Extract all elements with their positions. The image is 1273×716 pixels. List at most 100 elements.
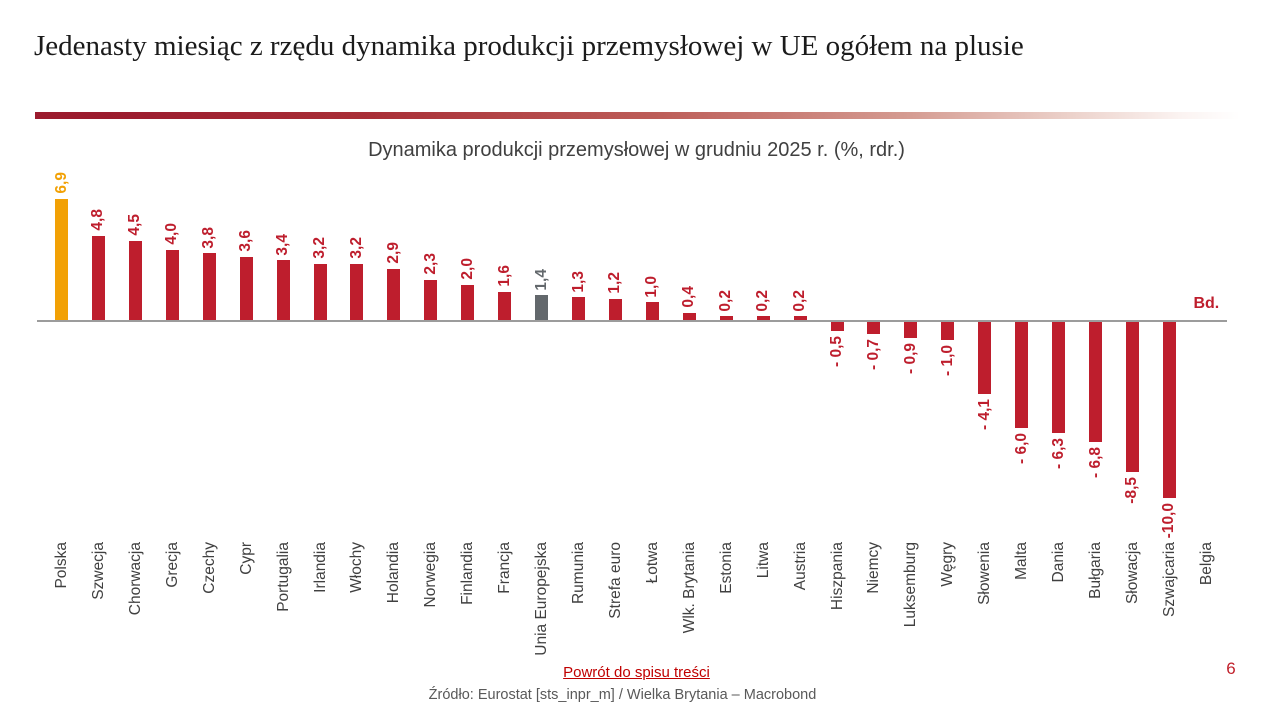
bar-cypr [239,256,253,320]
bar-polska [55,198,68,320]
bar-węgry [941,322,955,340]
value-label-bułgaria: - 6,8 [1086,446,1104,478]
category-label-chorwacja: Chorwacja [126,542,144,616]
bar-estonia [719,316,733,320]
category-label-estonia: Estonia [717,542,735,594]
category-label-norwegia: Norwegia [422,542,440,608]
value-label-unia-europejska: 1,4 [532,268,550,291]
bar-norwegia [424,279,438,320]
category-label-francja: Francja [496,542,514,594]
bar-malta [1015,322,1029,428]
category-label-niemcy: Niemcy [865,542,883,594]
category-label-włochy: Włochy [348,542,366,593]
category-label-holandia: Holandia [385,542,403,604]
value-label-słowenia: - 4,1 [975,399,993,431]
value-label-finlandia: 2,0 [458,258,476,280]
category-label-słowacja: Słowacja [1123,542,1141,605]
value-label-estonia: 0,2 [717,289,735,312]
value-label-chorwacja: 4,5 [126,214,144,236]
value-label-szwajcaria: -10,0 [1160,503,1178,539]
bar-austria [793,316,807,320]
bar-unia-europejska [535,295,549,320]
value-label-łotwa: 1,0 [643,275,661,298]
value-label-portugalia: 3,4 [274,233,292,256]
value-label-rumunia: 1,3 [569,270,587,293]
value-label-holandia: 2,9 [384,242,402,264]
category-label-hiszpania: Hiszpania [828,542,846,611]
category-label-luksemburg: Luksemburg [902,542,920,628]
category-label-grecja: Grecja [163,542,181,588]
category-label-irlandia: Irlandia [311,542,329,593]
value-label-cypr: 3,6 [237,230,255,252]
x-axis-line [37,320,1227,322]
source-note: Źródło: Eurostat [sts_inpr_m] / Wielka B… [428,687,817,703]
category-label-austria: Austria [791,542,809,591]
category-label-wlk-brytania: Wlk. Brytania [680,542,698,634]
value-label-norwegia: 2,3 [421,252,439,275]
value-label-grecja: 4,0 [163,223,181,245]
no-data-label: Bd. [1193,295,1220,312]
category-label-dania: Dania [1050,542,1068,583]
page-number: 6 [1226,659,1236,678]
bar-chorwacja [128,240,142,320]
bar-włochy [350,263,364,320]
category-label-szwecja: Szwecja [89,542,107,600]
bar-szwecja [91,235,105,320]
category-label-unia-europejska: Unia Europejska [533,542,551,656]
category-label-strefa-euro: Strefa euro [606,542,624,619]
back-to-toc-link[interactable]: Powrót do spisu treści [563,664,710,681]
page-title: Jedenasty miesiąc z rzędu dynamika produ… [34,30,1024,62]
bar-szwajcaria [1162,322,1176,498]
bar-finlandia [461,284,475,320]
title-divider-bar [35,112,1240,119]
value-label-włochy: 3,2 [347,237,365,259]
bar-portugalia [276,260,290,320]
bar-wlk-brytania [682,312,696,320]
value-label-wlk-brytania: 0,4 [680,286,698,308]
bar-irlandia [313,263,327,320]
bar-łotwa [645,302,659,320]
bar-litwa [756,316,770,320]
value-label-polska: 6,9 [52,172,70,194]
bar-rumunia [572,297,586,320]
category-label-litwa: Litwa [754,542,772,579]
bar-grecja [165,249,179,320]
value-label-słowacja: -8,5 [1123,476,1141,504]
value-label-francja: 1,6 [495,265,513,287]
bar-dania [1052,322,1066,433]
value-label-austria: 0,2 [791,289,809,312]
chart-title: Dynamika produkcji przemysłowej w grudni… [368,139,905,161]
category-label-łotwa: Łotwa [643,542,661,584]
value-label-strefa-euro: 1,2 [606,272,624,294]
bar-bułgaria [1089,322,1103,442]
value-label-malta: - 6,0 [1012,432,1030,464]
value-label-luksemburg: - 0,9 [901,342,919,374]
category-label-malta: Malta [1013,542,1031,580]
bar-francja [498,291,512,320]
category-label-portugalia: Portugalia [274,542,292,612]
bar-niemcy [867,322,881,335]
bar-luksemburg [904,322,918,338]
value-label-dania: - 6,3 [1049,437,1067,469]
bar-czechy [202,253,216,320]
value-label-litwa: 0,2 [754,289,772,312]
bar-słowacja [1125,322,1139,472]
category-label-czechy: Czechy [200,542,218,594]
category-label-cypr: Cypr [237,542,255,575]
category-label-bułgaria: Bułgaria [1087,542,1105,599]
category-label-słowenia: Słowenia [976,542,994,605]
category-label-szwajcaria: Szwajcaria [1160,542,1178,617]
value-label-irlandia: 3,2 [311,237,328,259]
footer-link-wrap: Powrót do spisu treści [0,664,1273,682]
category-label-finlandia: Finlandia [459,542,477,605]
value-label-czechy: 3,8 [200,226,218,249]
bar-hiszpania [830,322,844,331]
category-label-rumunia: Rumunia [570,542,588,605]
value-label-niemcy: - 0,7 [864,339,882,371]
bar-słowenia [978,322,992,395]
value-label-hiszpania: - 0,5 [828,335,846,367]
value-label-węgry: - 1,0 [938,344,956,376]
category-label-węgry: Węgry [939,542,957,587]
